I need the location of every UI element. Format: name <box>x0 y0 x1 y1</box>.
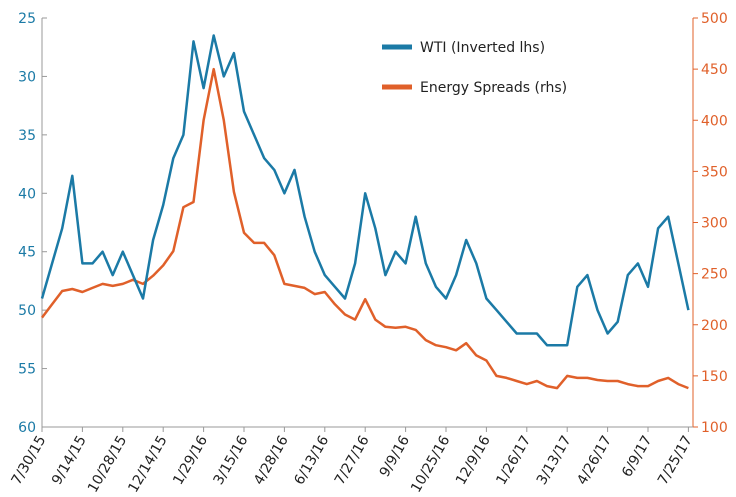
y-tick-label: 25 <box>18 11 36 27</box>
y-tick-label: 35 <box>18 128 36 144</box>
y-tick-label: 60 <box>18 420 36 436</box>
y2-tick-label: 100 <box>701 420 728 436</box>
x-tick-label: 7/30/15 <box>9 433 50 488</box>
y2-tick-label: 450 <box>701 62 728 78</box>
series-line <box>40 34 690 347</box>
x-tick-label: 4/26/17 <box>574 433 615 488</box>
y-tick-label: 50 <box>18 303 36 319</box>
x-tick-label: 10/28/15 <box>85 433 130 493</box>
x-tick-label: 6/9/17 <box>619 433 655 480</box>
x-tick-label: 9/14/15 <box>49 433 90 488</box>
x-tick-label: 12/14/15 <box>125 433 170 493</box>
x-tick-label: 3/15/16 <box>211 433 252 488</box>
x-tick-label: 10/25/16 <box>408 433 453 493</box>
y2-tick-label: 350 <box>701 164 728 180</box>
y-tick-label: 40 <box>18 186 36 202</box>
y2-tick-label: 400 <box>701 113 728 129</box>
x-tick-label: 1/26/17 <box>493 433 534 488</box>
legend-label: Energy Spreads (rhs) <box>420 80 567 96</box>
y-tick-label: 45 <box>18 245 36 261</box>
x-tick-label: 6/13/16 <box>291 433 332 488</box>
x-tick-label: 4/28/16 <box>251 433 292 488</box>
x-tick-label: 9/9/16 <box>377 433 413 480</box>
x-tick-label: 12/9/16 <box>453 433 494 488</box>
series-line <box>41 67 689 390</box>
y-tick-label: 55 <box>18 362 36 378</box>
y-tick-label: 30 <box>18 69 36 85</box>
x-tick-label: 7/25/17 <box>655 433 696 488</box>
x-tick-label: 7/27/16 <box>332 433 373 488</box>
y2-tick-label: 500 <box>701 11 728 27</box>
x-tick-label: 1/29/16 <box>170 433 211 488</box>
y2-tick-label: 150 <box>701 369 728 385</box>
y2-tick-label: 250 <box>701 267 728 283</box>
y2-tick-label: 200 <box>701 318 728 334</box>
legend-label: WTI (Inverted lhs) <box>420 40 545 56</box>
y2-tick-label: 300 <box>701 216 728 232</box>
x-tick-label: 3/13/17 <box>534 433 575 488</box>
